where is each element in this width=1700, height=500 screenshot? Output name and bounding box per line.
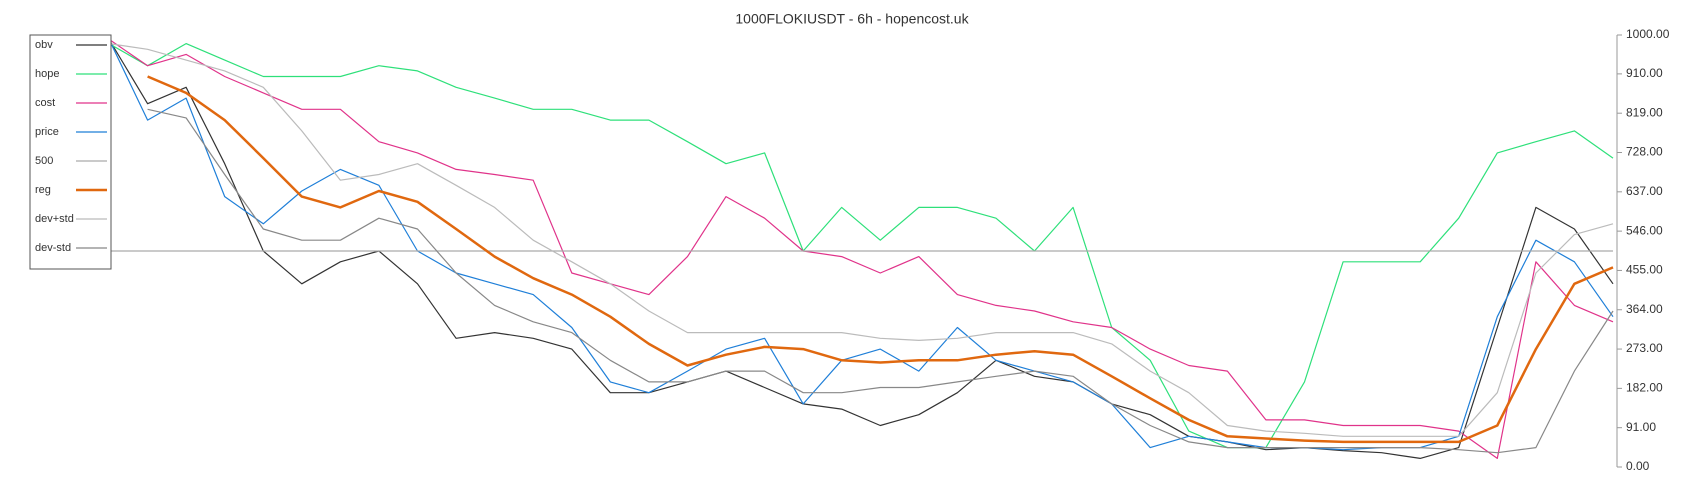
legend-label: price [35,126,59,138]
y-tick-label: 364.00 [1626,302,1663,316]
y-tick-label: 0.00 [1626,459,1650,473]
y-tick-label: 910.00 [1626,66,1663,80]
y-tick-label: 273.00 [1626,341,1663,355]
chart-title: 1000FLOKIUSDT - 6h - hopencost.uk [735,11,969,27]
legend-label: dev+std [35,213,74,225]
legend-label: 500 [35,155,53,167]
series-line [147,108,1614,454]
legend-label: dev-std [35,242,71,254]
y-tick-label: 1000.00 [1626,27,1670,41]
y-tick-label: 637.00 [1626,184,1663,198]
legend: obv hope cost price 500 reg dev+std dev-std [29,34,112,270]
y-tick-label: 91.00 [1626,420,1656,434]
series-line [108,38,1614,459]
y-tick-label: 728.00 [1626,145,1663,159]
legend-label: hope [35,68,59,80]
legend-label: obv [35,39,53,51]
series-line [108,43,1614,437]
series-line [147,75,1614,444]
y-tick-label: 455.00 [1626,263,1663,277]
series-line [108,39,1614,451]
y-tick-label: 546.00 [1626,223,1663,237]
series-line [108,38,1614,459]
series-line [108,43,1614,449]
y-tick-label: 182.00 [1626,381,1663,395]
legend-label: cost [35,97,55,109]
y-tick-label: 819.00 [1626,105,1663,119]
legend-label: reg [35,184,51,196]
